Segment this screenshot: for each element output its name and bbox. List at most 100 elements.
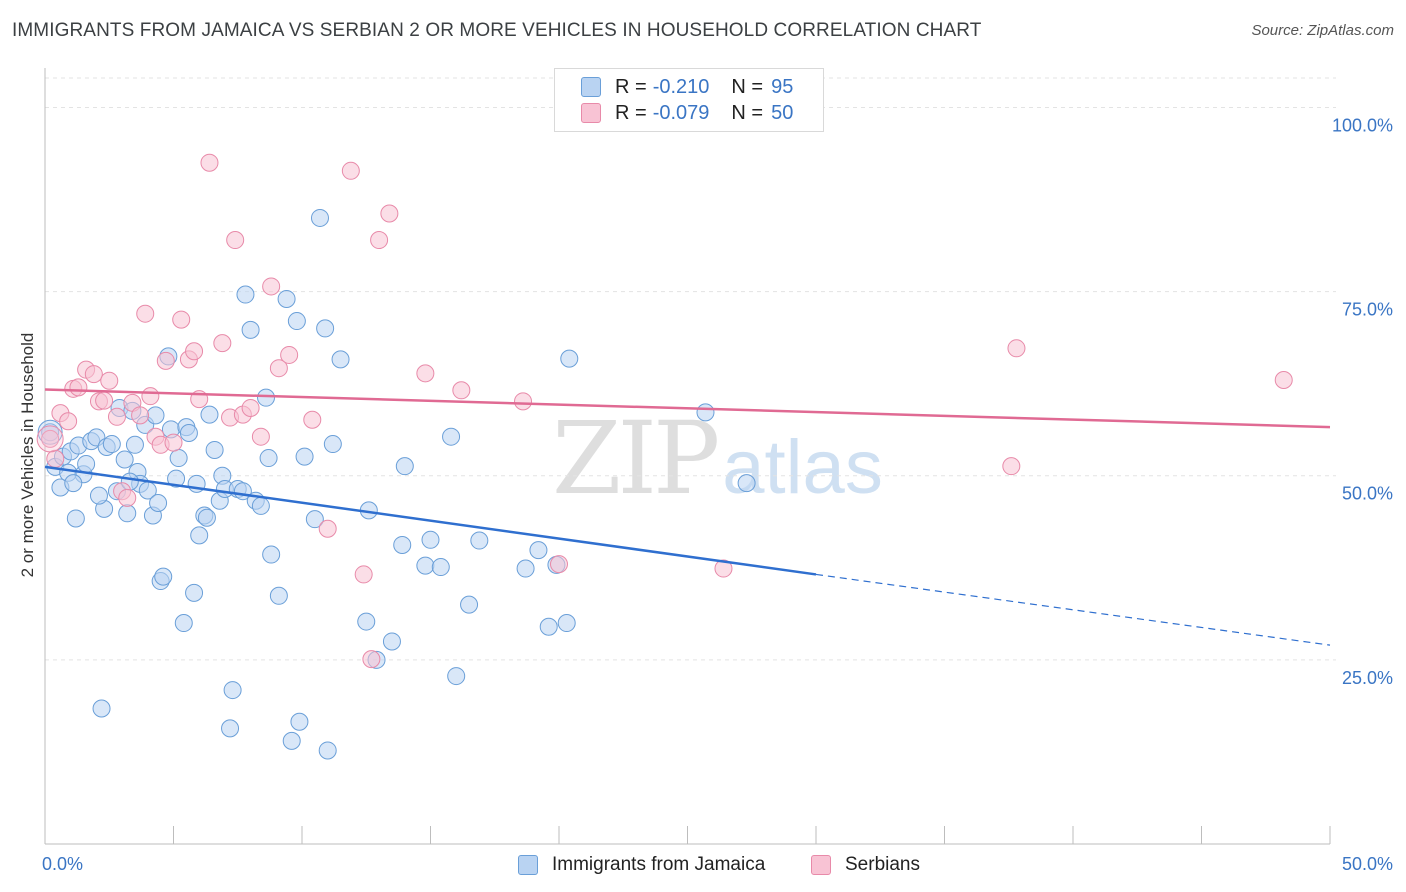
data-point-serbian xyxy=(341,161,360,180)
x-tick-label: 50.0% xyxy=(1342,854,1393,874)
data-point-jamaica xyxy=(460,595,479,614)
legend-row-jamaica: R = -0.210 N = 95 xyxy=(581,74,793,100)
serbian-swatch xyxy=(811,855,831,875)
data-point-serbian xyxy=(141,387,160,406)
trend-line-jamaica xyxy=(44,465,817,576)
data-point-serbian xyxy=(185,342,204,361)
data-point-jamaica xyxy=(416,556,435,575)
data-point-jamaica xyxy=(269,586,288,605)
series-serbian-points xyxy=(36,153,1293,669)
data-point-jamaica xyxy=(223,681,242,700)
trend-line-jamaica-extension xyxy=(815,573,1331,646)
data-point-jamaica xyxy=(251,496,270,515)
data-point-jamaica xyxy=(277,289,296,308)
data-point-serbian xyxy=(241,398,260,417)
trend-lines xyxy=(44,388,1331,646)
data-point-serbian xyxy=(69,378,88,397)
data-point-serbian xyxy=(156,351,175,370)
data-point-jamaica xyxy=(236,285,255,304)
data-point-jamaica xyxy=(179,424,198,443)
data-point-jamaica xyxy=(557,614,576,633)
y-tick-label: 50.0% xyxy=(1342,484,1393,504)
data-point-jamaica xyxy=(318,741,337,760)
r-value: -0.210 xyxy=(652,75,710,98)
grid-lines xyxy=(45,77,1336,661)
data-point-serbian xyxy=(84,365,103,384)
data-point-jamaica xyxy=(92,699,111,718)
data-point-serbian xyxy=(131,406,150,425)
data-point-jamaica xyxy=(737,474,756,493)
data-point-jamaica xyxy=(118,504,137,523)
serbian-swatch xyxy=(581,103,601,123)
data-point-jamaica xyxy=(393,535,412,554)
n-value: 95 xyxy=(771,75,794,98)
data-point-jamaica xyxy=(190,526,209,545)
data-point-serbian xyxy=(303,410,322,429)
data-point-jamaica xyxy=(259,449,278,468)
data-point-jamaica xyxy=(539,617,558,636)
jamaica-swatch xyxy=(518,855,538,875)
data-point-jamaica xyxy=(169,449,188,468)
y-tick-label: 100.0% xyxy=(1332,115,1393,135)
data-point-serbian xyxy=(452,381,471,400)
data-point-jamaica xyxy=(323,435,342,454)
data-point-serbian xyxy=(416,364,435,383)
data-point-jamaica xyxy=(516,559,535,578)
legend-item-serbian: Serbians xyxy=(811,852,920,878)
data-point-jamaica xyxy=(442,427,461,446)
data-point-jamaica xyxy=(167,469,186,488)
data-point-serbian xyxy=(172,310,191,329)
data-point-serbian xyxy=(107,407,126,426)
data-point-jamaica xyxy=(154,567,173,586)
data-point-jamaica xyxy=(197,508,216,527)
data-point-jamaica xyxy=(316,319,335,338)
y-tick-label: 25.0% xyxy=(1342,668,1393,688)
data-point-jamaica xyxy=(205,440,224,459)
data-point-serbian xyxy=(136,304,155,323)
data-point-serbian xyxy=(1007,339,1026,358)
data-point-serbian xyxy=(550,555,568,574)
data-point-serbian xyxy=(380,204,399,223)
data-point-serbian xyxy=(213,334,232,353)
data-point-jamaica xyxy=(174,614,193,633)
axes xyxy=(44,68,1331,845)
r-label: R = xyxy=(615,101,647,124)
data-point-jamaica xyxy=(262,545,281,564)
data-point-jamaica xyxy=(470,531,489,550)
data-point-jamaica xyxy=(357,612,376,631)
data-point-jamaica xyxy=(421,530,440,549)
data-point-jamaica xyxy=(77,454,96,473)
data-point-serbian xyxy=(714,559,733,578)
y-tick-label: 75.0% xyxy=(1342,300,1393,320)
data-point-jamaica xyxy=(395,457,414,476)
legend-item-jamaica: Immigrants from Jamaica xyxy=(518,852,765,878)
data-point-serbian xyxy=(118,488,137,507)
data-point-jamaica xyxy=(282,731,301,750)
data-point-jamaica xyxy=(125,435,144,454)
data-point-jamaica xyxy=(149,493,168,512)
legend-label-serbian: Serbians xyxy=(845,854,920,875)
data-point-serbian xyxy=(1274,370,1293,389)
data-point-jamaica xyxy=(115,450,134,469)
data-point-jamaica xyxy=(185,583,204,602)
data-point-serbian xyxy=(354,565,373,584)
chart-title: IMMIGRANTS FROM JAMAICA VS SERBIAN 2 OR … xyxy=(12,20,982,41)
data-point-serbian xyxy=(1002,457,1021,476)
data-point-serbian xyxy=(362,650,381,669)
data-point-jamaica xyxy=(64,474,83,493)
data-point-serbian xyxy=(95,391,114,410)
data-point-serbian xyxy=(59,412,78,431)
x-tick-label: 0.0% xyxy=(42,854,83,874)
data-point-jamaica xyxy=(287,312,306,331)
data-point-jamaica xyxy=(241,320,260,339)
data-point-serbian xyxy=(200,153,219,172)
source-credit: Source: ZipAtlas.com xyxy=(1251,22,1394,39)
jamaica-swatch xyxy=(581,77,601,97)
data-point-serbian xyxy=(280,345,299,364)
data-point-serbian xyxy=(46,449,65,468)
data-point-jamaica xyxy=(102,435,121,454)
data-point-serbian xyxy=(514,392,533,411)
data-point-jamaica xyxy=(290,712,309,731)
trend-line-serbian xyxy=(44,388,1331,429)
